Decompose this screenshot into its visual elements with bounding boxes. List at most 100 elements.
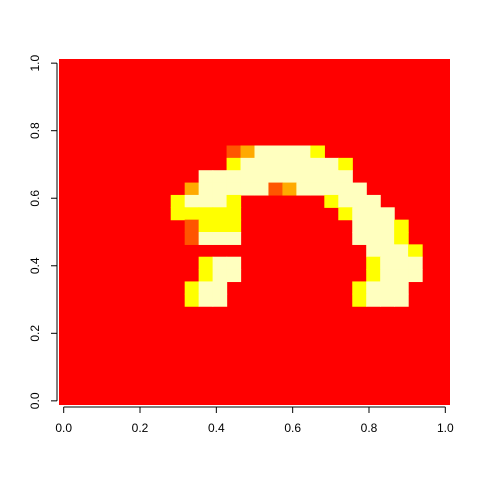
- heatmap-cell: [198, 170, 214, 184]
- heatmap-cell: [408, 269, 423, 283]
- heatmap-cell: [352, 232, 367, 245]
- heatmap-cell: [408, 256, 423, 270]
- x-tick-label: 0.6: [284, 421, 301, 435]
- heatmap-cell: [366, 293, 381, 307]
- heatmap-cell: [310, 182, 325, 196]
- heatmap-cell: [184, 207, 200, 221]
- heatmap-cell: [212, 256, 228, 270]
- heatmap-cell: [184, 281, 200, 295]
- heatmap-cell: [198, 194, 214, 208]
- heatmap-cell: [380, 207, 395, 221]
- heatmap-cell: [380, 293, 395, 307]
- heatmap-cell: [226, 207, 242, 221]
- heatmap-cell: [366, 232, 381, 245]
- heatmap-cell: [268, 170, 284, 184]
- heatmap-cell: [240, 145, 256, 159]
- heatmap-cell: [254, 182, 270, 196]
- heatmap-cell: [198, 232, 214, 245]
- heatmap-cell: [324, 194, 339, 208]
- heatmap-cell: [366, 244, 381, 258]
- y-tick-label: 0.6: [28, 190, 42, 207]
- heatmap-cell: [170, 207, 186, 221]
- heatmap-cell: [352, 182, 367, 196]
- heatmap-cell: [352, 207, 367, 221]
- heatmap-cell: [212, 194, 228, 208]
- heatmap-cell: [366, 207, 381, 221]
- heatmap-cell: [366, 269, 381, 283]
- heatmap-cell: [226, 232, 242, 245]
- heatmap-cell: [352, 293, 367, 307]
- heatmap-cell: [268, 182, 284, 196]
- y-tick-label: 1.0: [28, 54, 42, 71]
- heatmap-cell: [184, 232, 200, 245]
- heatmap-cell: [212, 182, 228, 196]
- heatmap-cell: [268, 145, 284, 159]
- heatmap-cell: [296, 145, 311, 159]
- heatmap-cell: [338, 207, 353, 221]
- x-tick-label: 0.2: [132, 421, 149, 435]
- heatmap-cell: [198, 269, 214, 283]
- heatmap-cell: [296, 157, 311, 171]
- heatmap-cell: [226, 182, 242, 196]
- heatmap-cell: [198, 207, 214, 221]
- heatmap-cell: [240, 170, 256, 184]
- heatmap-cell: [184, 194, 200, 208]
- heatmap-cell: [198, 256, 214, 270]
- heatmap-cell: [380, 219, 395, 233]
- heatmap-cell: [240, 182, 256, 196]
- heatmap-cell: [380, 244, 395, 258]
- heatmap-cell: [240, 157, 256, 171]
- heatmap-cell: [338, 194, 353, 208]
- y-tick-label: 0.0: [28, 392, 42, 409]
- heatmap-cell: [324, 170, 339, 184]
- heatmap-cell: [198, 293, 214, 307]
- heatmap-cell: [184, 219, 200, 233]
- heatmap-cell: [212, 170, 228, 184]
- heatmap-cell: [380, 232, 395, 245]
- heatmap-cell: [226, 145, 242, 159]
- heatmap-cell: [254, 157, 270, 171]
- heatmap-cell: [170, 194, 186, 208]
- x-tick-label: 0.0: [55, 421, 72, 435]
- heatmap-cell: [254, 145, 270, 159]
- heatmap-cell: [212, 281, 228, 295]
- heatmap-cell: [352, 219, 367, 233]
- heatmap-cell: [338, 170, 353, 184]
- heatmap-cell: [226, 157, 242, 171]
- heatmap-cell: [366, 219, 381, 233]
- heatmap-cell: [394, 293, 409, 307]
- heatmap-cell: [394, 256, 409, 270]
- heatmap-cell: [198, 281, 214, 295]
- y-tick-label: 0.4: [28, 257, 42, 274]
- heatmap-cell: [226, 194, 242, 208]
- heatmap-cell: [212, 207, 228, 221]
- heatmap-cell: [352, 281, 367, 295]
- heatmap-cell: [212, 219, 228, 233]
- heatmap-cell: [394, 281, 409, 295]
- heatmap-cell: [254, 170, 270, 184]
- heatmap-cell: [366, 256, 381, 270]
- heatmap-cell: [352, 194, 367, 208]
- axes: 0.0 0.2 0.4 0.6 0.8 1.0 0.0 0.2 0.4 0.6 0.8 1.0: [28, 54, 454, 435]
- heatmap-cell: [226, 170, 242, 184]
- heatmap-cell: [198, 182, 214, 196]
- heatmap-cell: [296, 170, 311, 184]
- heatmap-cell: [408, 244, 423, 258]
- heatmap-cell: [282, 170, 297, 184]
- heatmap-cell: [296, 182, 311, 196]
- heatmap-cell: [198, 219, 214, 233]
- heatmap-cell: [268, 157, 284, 171]
- heatmap-cell: [324, 157, 339, 171]
- heatmap-cell: [394, 244, 409, 258]
- heatmap-cell: [226, 256, 242, 270]
- heatmap-cell: [366, 194, 381, 208]
- heatmap-cell: [212, 293, 228, 307]
- heatmap-cell: [380, 281, 395, 295]
- heatmap-cell: [282, 145, 297, 159]
- x-tick-label: 0.4: [208, 421, 225, 435]
- heatmap-cell: [226, 219, 242, 233]
- heatmap-cell: [184, 182, 200, 196]
- x-tick-label: 0.8: [361, 421, 378, 435]
- heatmap-cell: [212, 232, 228, 245]
